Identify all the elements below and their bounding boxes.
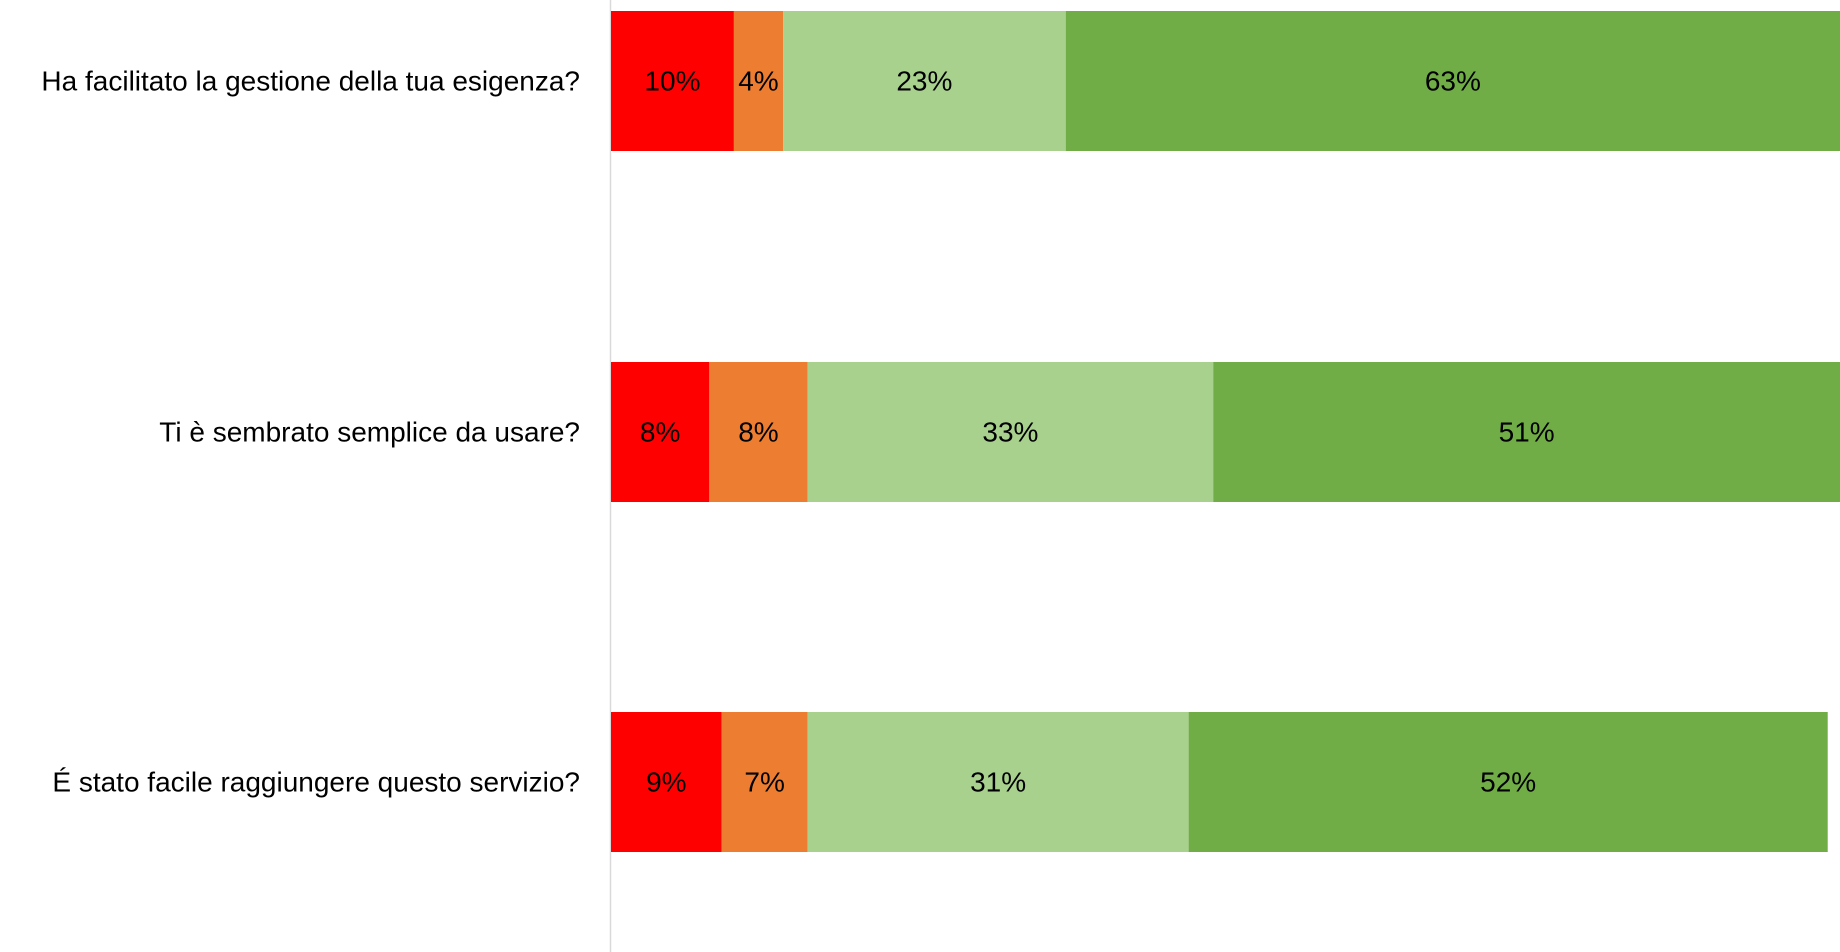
data-label: 33% — [982, 417, 1038, 448]
bar-segment — [807, 712, 1189, 852]
data-label: 8% — [738, 417, 778, 448]
data-label: 51% — [1499, 417, 1555, 448]
bar-segment — [721, 712, 808, 852]
data-label: 4% — [738, 66, 778, 97]
data-label: 23% — [896, 66, 952, 97]
bar-segment — [783, 11, 1066, 151]
data-label: 8% — [640, 417, 680, 448]
bar-segment — [733, 11, 784, 151]
bar-segment — [1213, 362, 1840, 502]
category-label: É stato facile raggiungere questo serviz… — [52, 767, 580, 798]
data-label: 63% — [1425, 66, 1481, 97]
data-label: 31% — [970, 767, 1026, 798]
data-label: 9% — [646, 767, 686, 798]
bar-segment — [611, 362, 710, 502]
category-label: Ti è sembrato semplice da usare? — [159, 417, 580, 448]
data-label: 7% — [744, 767, 784, 798]
data-label: 52% — [1480, 767, 1536, 798]
bar-segment — [1065, 11, 1840, 151]
bar-segment — [709, 362, 808, 502]
data-label: 10% — [644, 66, 700, 97]
category-label: Ha facilitato la gestione della tua esig… — [41, 66, 580, 97]
bar-segment — [611, 712, 722, 852]
bar-segment — [1188, 712, 1828, 852]
bar-segment — [807, 362, 1214, 502]
bar-segment — [611, 11, 734, 151]
bars-layer: 10% 4% 23% 63% 8% 8% 33% 51% 9% 7% 31% 52% — [611, 11, 1840, 852]
